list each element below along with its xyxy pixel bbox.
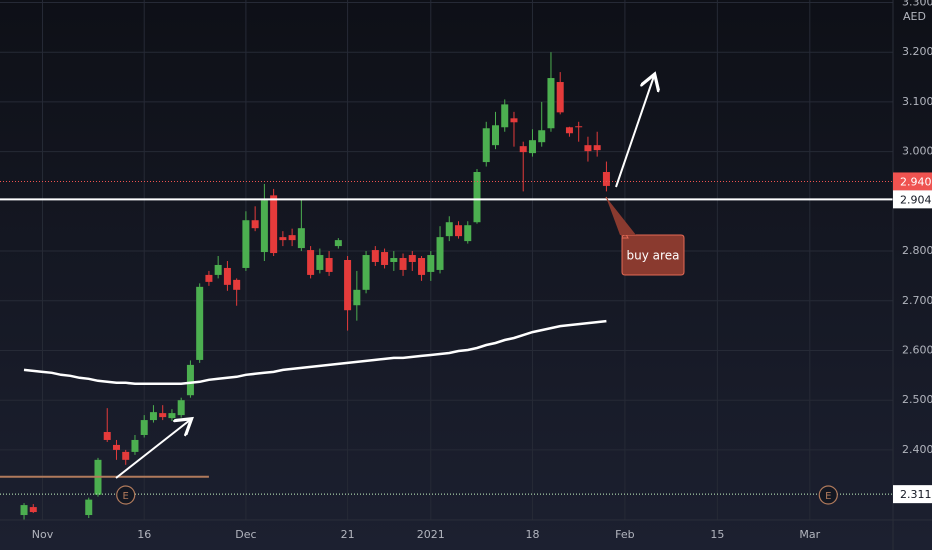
x-tick-label: 21 [341,528,355,541]
candle-body [501,104,509,128]
candle-body [140,420,148,435]
candle-body [196,286,204,360]
candle-body [112,444,120,450]
candle-body [427,255,435,272]
candle-body [168,413,176,419]
candle-body [353,289,361,306]
y-tick-label: 2.600 [902,343,932,356]
candle-body [473,172,481,223]
candle-body [584,145,592,152]
candle-body [436,237,444,270]
candle-body [270,195,278,254]
x-tick-label: Nov [32,528,54,541]
candle-body [177,400,185,416]
price-label-box [893,485,932,504]
candle-body [556,82,564,113]
candle-body [455,225,463,237]
candle-body [233,279,241,290]
candle-body [251,220,259,229]
candle-body [519,146,527,153]
x-tick-label: Mar [799,528,820,541]
candle-body [288,235,296,241]
candle-body [205,274,213,282]
candle-body [316,255,324,270]
candle-body [149,412,157,421]
candle-body [279,237,287,241]
candle-body [307,250,315,275]
candle-body [445,222,453,237]
price-label-box [893,172,932,191]
price-label: 2.311 [900,488,932,501]
y-tick-label: 3.100 [902,95,932,108]
x-tick-label: 18 [525,528,539,541]
callout [605,196,685,276]
axis: 2.400 2.500 2.600 2.700 2.800 3.000 3.100 3.200… [32,0,932,541]
annotation: buy area [627,249,680,263]
x-tick-label: Dec [235,528,256,541]
x-tick-label: 16 [137,528,151,541]
candle-body [325,258,333,272]
x-tick-label: 2021 [417,528,445,541]
candle-body [371,250,379,262]
candle-body [159,413,167,418]
candle-body [344,260,352,311]
event-marker [818,485,838,505]
candle-body [390,258,398,262]
y-tick-label: 2.400 [902,443,932,456]
price-label: 2.904 [900,193,932,206]
candle-body [602,172,610,186]
candle-body [491,125,499,146]
currency-label: AED [903,10,926,23]
x-tick-label: Feb [615,528,634,541]
candle-body [482,128,490,163]
candle-body [260,200,268,253]
candle-body [131,439,139,452]
y-tick-label: 2.800 [902,244,932,257]
candle-body [575,126,583,128]
candle-body [29,507,37,513]
candle-body [547,78,555,129]
candle-body [408,255,416,262]
arrow [115,420,190,479]
candle-body [538,130,546,143]
candle-body [122,451,130,460]
candle-body [464,225,472,242]
candle-body [334,240,342,247]
y-tick-label: 3.200 [902,45,932,58]
candle-body [103,432,111,440]
candle-body [242,220,250,268]
candle-body [214,264,222,275]
candle-body [297,228,305,249]
candle-body [593,145,601,151]
candle-body [362,255,370,290]
event-marker [116,485,136,505]
y-tick-label: 3.000 [902,145,932,158]
moving-average [23,319,607,386]
candle-body [565,127,573,134]
candle-body [223,267,231,285]
candle-body [186,364,194,396]
candle-body [528,140,536,154]
candle-body [20,505,28,516]
y-tick-label: 2.500 [902,393,932,406]
callout-pointer [606,197,636,235]
event-label: E [123,491,129,502]
candle-body [418,258,426,275]
price-label-box [893,190,932,209]
y-tick-label: 3.300 [902,0,932,8]
arrow [615,76,654,188]
candle-body [85,499,93,516]
price-label: 2.940 [900,175,932,188]
event-label: E [825,491,831,502]
candle-body [381,252,389,265]
candle-body [510,118,518,123]
y-tick-label: 2.700 [902,294,932,307]
candle-body [399,258,407,270]
x-tick-label: 15 [710,528,724,541]
